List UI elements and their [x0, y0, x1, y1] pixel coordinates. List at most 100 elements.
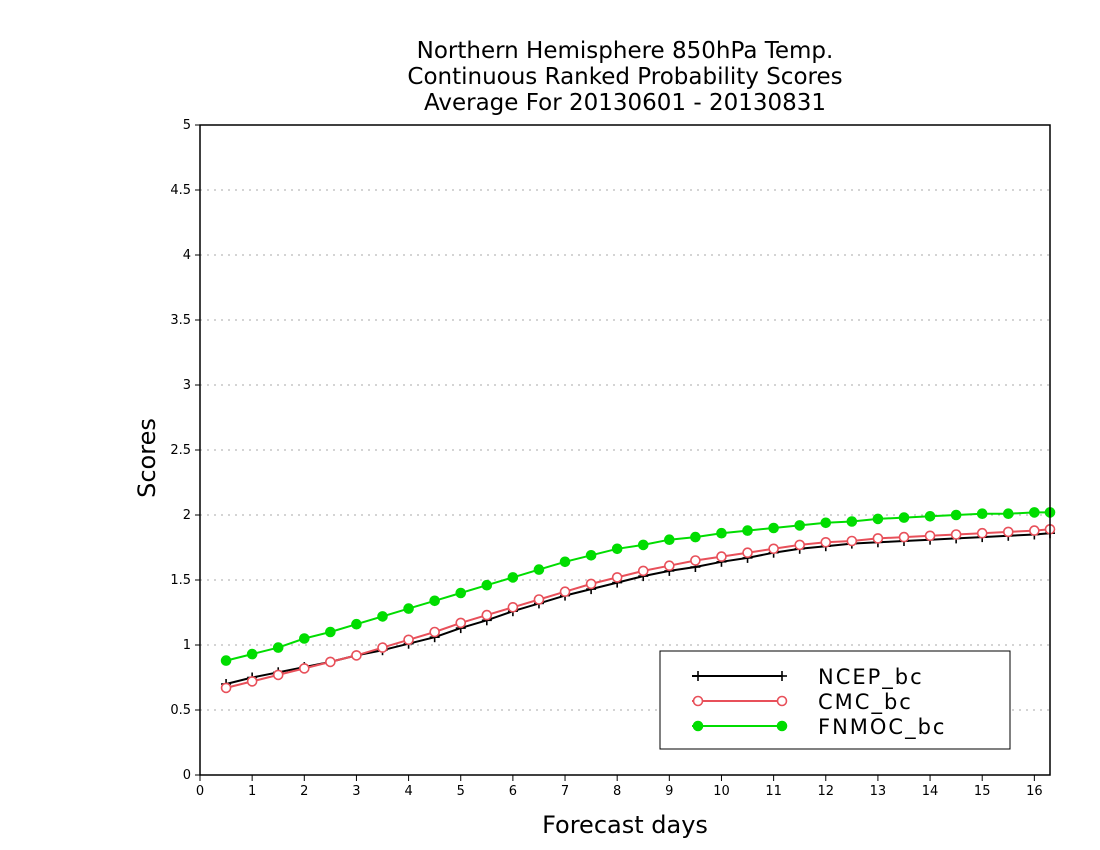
axis-ticks: 00.511.522.533.544.550 1 2 3 4 5 6 7 8 9 10 11 12 13 1… — [170, 118, 1042, 799]
data-point — [872, 513, 884, 525]
series-FNMOC_bc — [220, 507, 1056, 666]
data-point — [950, 509, 962, 521]
x-tick-label: 1 — [248, 784, 256, 799]
y-tick-label: 4.5 — [170, 183, 191, 198]
legend-marker — [777, 671, 787, 681]
data-point — [455, 587, 467, 599]
data-point — [298, 633, 310, 644]
data-point — [1029, 507, 1040, 518]
data-point — [429, 626, 440, 638]
legend-label: CMC_bc — [818, 690, 913, 715]
data-point — [690, 531, 701, 543]
x-tick-label: 10 — [713, 784, 730, 799]
data-point — [898, 512, 910, 523]
data-point — [716, 551, 727, 562]
data-point — [246, 676, 258, 687]
data-point — [637, 565, 649, 577]
y-tick-label: 1.5 — [170, 573, 191, 588]
data-point — [507, 601, 519, 613]
y-tick-label: 0.5 — [170, 703, 191, 718]
data-point — [768, 522, 779, 534]
data-point — [298, 663, 310, 674]
x-tick-label: 9 — [665, 784, 673, 799]
data-point — [585, 550, 597, 561]
data-point — [846, 516, 858, 527]
data-point — [533, 594, 545, 605]
data-point — [611, 543, 623, 555]
data-point — [1002, 526, 1014, 538]
data-point — [976, 508, 988, 520]
chart-title-line-1: Northern Hemisphere 850hPa Temp. — [417, 38, 834, 64]
data-point — [637, 539, 649, 551]
data-point — [976, 527, 988, 539]
x-tick-label: 7 — [561, 784, 569, 799]
y-tick-label: 1 — [183, 638, 191, 653]
data-point — [272, 642, 284, 653]
data-point — [403, 603, 414, 614]
chart-title-line-3: Average For 20130601 - 20130831 — [424, 90, 826, 116]
data-point — [924, 511, 936, 522]
legend-entry-NCEP_bc: NCEP_bc — [692, 665, 924, 690]
legend-marker — [776, 720, 788, 732]
data-point — [664, 534, 675, 546]
data-point — [898, 531, 910, 543]
data-point — [377, 642, 388, 653]
series-CMC_bc — [220, 523, 1056, 694]
data-point — [220, 655, 232, 666]
legend-entry-FNMOC_bc: FNMOC_bc — [692, 715, 946, 740]
y-tick-label: 3.5 — [170, 313, 191, 328]
plot-frame — [199, 124, 1051, 776]
legend-label: FNMOC_bc — [818, 715, 946, 740]
x-tick-label: 4 — [404, 784, 412, 799]
data-point — [325, 656, 336, 668]
y-tick-label: 2 — [183, 508, 191, 523]
data-point — [1002, 508, 1014, 520]
data-point — [533, 564, 545, 575]
data-point — [481, 579, 493, 591]
data-point — [325, 626, 336, 638]
x-tick-label: 8 — [613, 784, 621, 799]
y-tick-label: 4 — [183, 248, 191, 263]
x-tick-label: 3 — [352, 784, 360, 799]
y-tick-label: 3 — [183, 378, 191, 393]
data-point — [768, 543, 779, 555]
y-tick-label: 5 — [183, 118, 191, 133]
data-point — [950, 529, 962, 540]
legend-marker — [693, 671, 703, 681]
data-point — [246, 648, 258, 660]
plot-series — [220, 507, 1056, 694]
legend-marker — [692, 695, 704, 707]
data-point — [403, 634, 414, 646]
x-tick-label: 14 — [922, 784, 939, 799]
legend-marker — [776, 695, 788, 707]
data-point — [377, 611, 388, 622]
x-axis-label: Forecast days — [542, 811, 708, 839]
y-tick-label: 2.5 — [170, 443, 191, 458]
data-point — [429, 595, 440, 607]
data-point — [507, 572, 519, 583]
data-point — [794, 520, 805, 531]
x-tick-label: 13 — [870, 784, 887, 799]
data-point — [272, 669, 284, 681]
x-tick-label: 0 — [196, 784, 204, 799]
data-point — [924, 530, 936, 542]
data-point — [846, 535, 858, 547]
data-point — [559, 556, 571, 568]
data-point — [820, 536, 832, 548]
data-point — [559, 586, 571, 598]
data-point — [742, 525, 753, 536]
data-point — [585, 578, 597, 590]
x-tick-label: 5 — [457, 784, 465, 799]
data-point — [481, 609, 493, 621]
data-point — [742, 547, 753, 559]
data-point — [664, 560, 675, 572]
x-tick-label: 6 — [509, 784, 517, 799]
x-tick-label: 15 — [974, 784, 991, 799]
legend-label: NCEP_bc — [818, 665, 924, 690]
data-point — [351, 650, 362, 661]
data-point — [1029, 525, 1040, 536]
data-point — [690, 555, 701, 566]
data-point — [716, 527, 727, 539]
